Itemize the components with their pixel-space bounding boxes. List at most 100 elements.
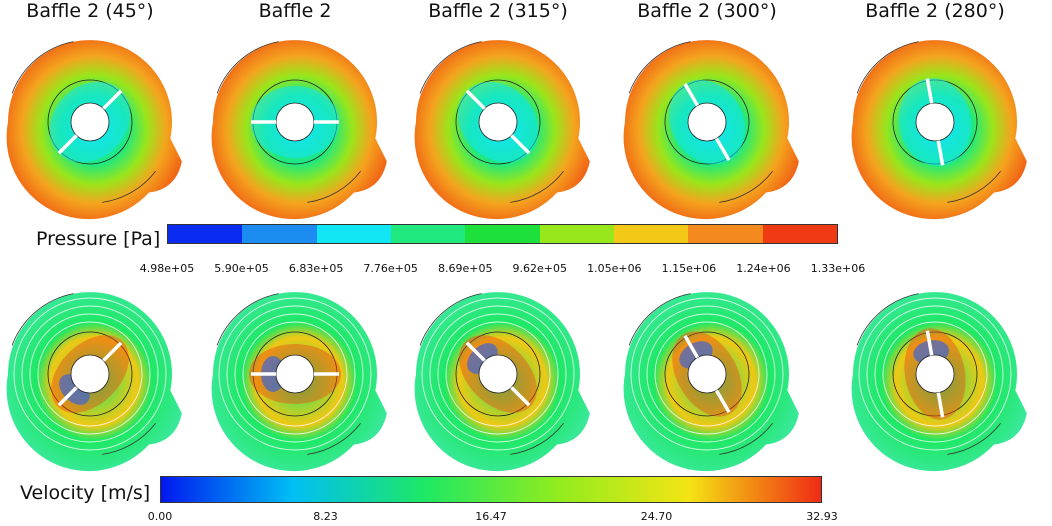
velocity-panel-5 [851,292,1027,472]
baffle-plate [102,341,123,362]
pressure-panel-2 [211,40,387,220]
baffle-plate [925,78,934,104]
panel-title-4: Baffle 2 (300°) [637,0,777,22]
guide-arc [510,422,564,455]
velocity-panel-4 [623,292,799,472]
guide-arc [102,422,156,455]
guide-arc [719,170,773,203]
streamline [13,297,167,451]
inner-ring-outline [455,331,541,417]
streamline [445,321,551,427]
velocity-contour-row [6,292,1027,472]
streamline [421,297,575,451]
panel-title-5: Baffle 2 (280°) [865,0,1005,22]
panel-title-2: Baffle 2 [258,0,332,22]
hub-circle [275,354,315,394]
baffle-plate [925,330,934,356]
pressure-tick-label: 6.83e+05 [288,262,344,275]
velocity-panel-2 [211,292,387,472]
guide-arc [628,293,691,346]
guide-arc [510,170,564,203]
pressure-panel-3 [414,40,590,220]
baffle-plate [936,392,945,418]
pressure-colorbar-segment [168,225,243,243]
guide-arc [856,41,919,94]
guide-arc [216,293,279,346]
guide-arc [719,422,773,455]
velocity-tick-label: 8.23 [313,510,338,523]
streamline [226,305,364,443]
guide-arc [307,170,361,203]
streamline [882,321,988,427]
velocity-tick-label: 0.00 [147,510,173,523]
streamline [630,297,784,451]
velocity-panel-1 [6,292,182,472]
baffle-plate [683,335,700,359]
baffle-plate [465,341,486,362]
hub-circle [70,354,110,394]
hub-circle [70,102,110,142]
pressure-colorbar [167,224,838,244]
pressure-panel-1 [6,40,182,220]
baffle-plate [510,134,531,155]
streamline [646,313,768,435]
inner-ring-outline [47,79,133,165]
hub-circle [478,354,518,394]
baffle-plate [683,83,700,107]
pressure-colorbar-segment [613,225,689,243]
hub-circle [478,102,518,142]
streamline [37,321,143,427]
streamline [858,297,1012,451]
inner-ring-outline [455,79,541,165]
baffle-plate [510,386,531,407]
pressure-colorbar-segment [242,225,317,243]
guide-arc [628,41,691,94]
hub-circle [687,102,727,142]
guide-arc [947,422,1001,455]
guide-arc [947,170,1001,203]
pressure-legend-title: Pressure [Pa] [36,228,161,250]
streamline [437,313,559,435]
hub-circle [687,354,727,394]
pressure-contour-row [6,40,1027,220]
guide-arc [11,41,74,94]
streamline [874,313,996,435]
inner-ring-outline [664,79,750,165]
panel-title-3: Baffle 2 (315°) [428,0,568,22]
streamline [218,297,372,451]
baffle-plate [714,389,731,413]
guide-arc [856,293,919,346]
guide-arc [419,41,482,94]
pressure-tick-label: 7.76e+05 [363,262,418,275]
pressure-colorbar-segment [316,225,391,243]
hub-circle [915,354,955,394]
streamline [866,305,1004,443]
hub-circle [915,102,955,142]
guide-arc [419,293,482,346]
velocity-tick-label: 32.93 [806,510,838,523]
pressure-panel-4 [623,40,799,220]
streamline [242,321,348,427]
baffle-plate [936,140,945,166]
panel-title-1: Baffle 2 (45°) [26,0,154,22]
pressure-tick-label: 4.98e+05 [139,262,195,275]
streamline [29,313,151,435]
pressure-colorbar-segment [390,225,466,243]
velocity-legend-title: Velocity [m/s] [20,482,151,504]
pressure-tick-label: 1.15e+06 [661,262,717,275]
streamline [234,313,356,435]
pressure-tick-label: 5.90e+05 [214,262,269,275]
guide-arc [102,170,156,203]
pressure-colorbar-segment [465,225,540,243]
hub-circle [275,102,315,142]
guide-arc [307,422,361,455]
pressure-tick-label: 1.33e+06 [810,262,866,275]
pressure-tick-label: 1.24e+06 [736,262,791,275]
baffle-plate [57,134,78,155]
velocity-colorbar [160,476,822,503]
pressure-colorbar-segment [539,225,614,243]
guide-arc [11,293,74,346]
pressure-tick-label: 1.05e+06 [587,262,642,275]
velocity-tick-label: 16.47 [475,510,507,523]
velocity-panel-3 [414,292,590,472]
